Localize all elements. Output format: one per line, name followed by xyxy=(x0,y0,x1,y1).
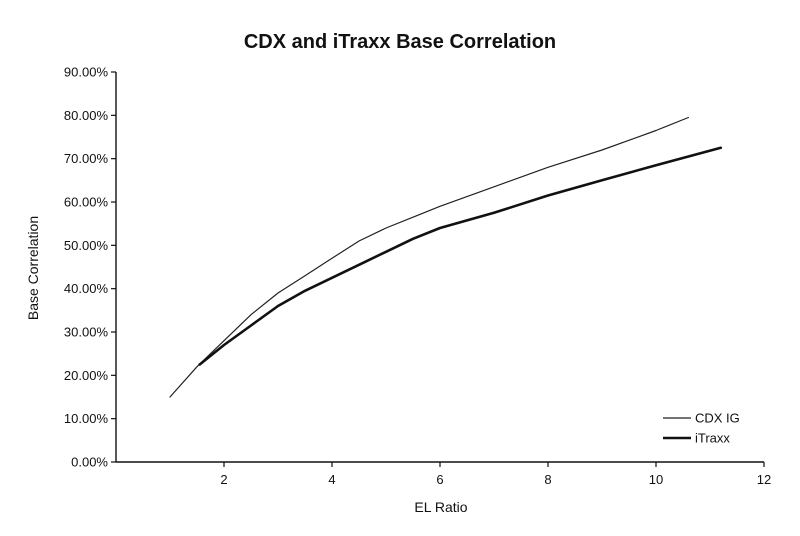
y-tick-label: 50.00% xyxy=(64,238,109,253)
y-tick-label: 70.00% xyxy=(64,151,109,166)
series-lines xyxy=(169,116,723,398)
series-line-cdx-ig xyxy=(169,116,690,398)
axes xyxy=(115,72,764,463)
legend-label: iTraxx xyxy=(695,431,730,446)
x-axis-ticks: 2 4 6 8 10 12 xyxy=(220,462,771,487)
series-line-itraxx xyxy=(198,146,723,366)
legend-label: CDX IG xyxy=(695,411,740,426)
y-axis-ticks: 0.00% 10.00% 20.00% 30.00% 40.00% 50.00% 60.00… xyxy=(64,65,116,470)
y-tick-label: 60.00% xyxy=(64,195,109,210)
y-tick-label: 90.00% xyxy=(64,65,109,80)
y-tick-label: 10.00% xyxy=(64,411,109,426)
x-tick-label: 12 xyxy=(757,472,771,487)
y-tick-label: 30.00% xyxy=(64,325,109,340)
x-tick-label: 2 xyxy=(220,472,227,487)
x-tick-label: 8 xyxy=(544,472,551,487)
legend: CDX IG iTraxx xyxy=(663,411,740,446)
y-tick-label: 40.00% xyxy=(64,281,109,296)
y-tick-label: 80.00% xyxy=(64,108,109,123)
chart-title: CDX and iTraxx Base Correlation xyxy=(244,31,556,53)
y-axis-label: Base Correlation xyxy=(25,216,41,320)
x-tick-label: 10 xyxy=(649,472,663,487)
x-axis-label: EL Ratio xyxy=(414,499,467,515)
x-tick-label: 4 xyxy=(328,472,335,487)
x-tick-label: 6 xyxy=(436,472,443,487)
y-tick-label: 20.00% xyxy=(64,368,109,383)
y-tick-label: 0.00% xyxy=(71,455,108,470)
